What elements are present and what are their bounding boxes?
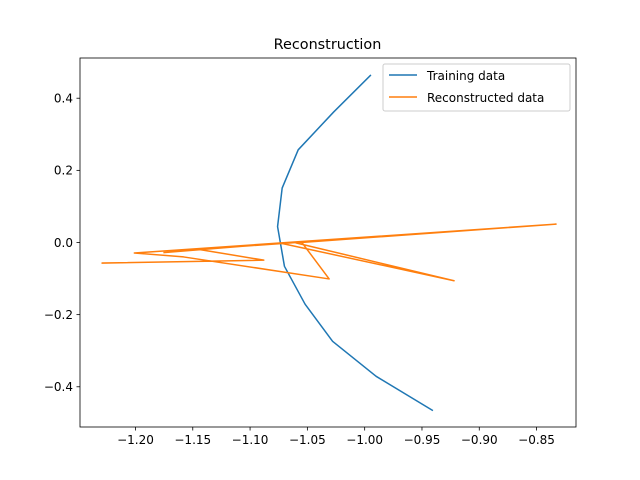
series-line-reconstructed-data	[101, 223, 557, 282]
x-tick-label: −1.20	[117, 433, 154, 447]
series-layer	[101, 74, 557, 412]
x-axis: −1.20 −1.15 −1.10 −1.05 −1.00 −0.95 −0.90 −0.85	[117, 427, 555, 447]
x-tick-label: −1.05	[289, 433, 326, 447]
y-axis: −0.4 −0.2 0.0 0.2 0.4	[44, 92, 80, 394]
legend-label-reconstructed: Reconstructed data	[427, 91, 544, 105]
y-tick-label: 0.2	[54, 164, 73, 178]
legend-frame	[382, 63, 571, 112]
y-tick-label: −0.4	[44, 380, 73, 394]
x-tick-label: −1.15	[174, 433, 211, 447]
y-tick-label: 0.4	[54, 92, 73, 106]
chart-title: Reconstruction	[274, 37, 382, 53]
x-tick-label: −1.10	[232, 433, 269, 447]
y-tick-label: −0.2	[44, 308, 73, 322]
y-tick-label: 0.0	[54, 236, 73, 250]
x-tick-label: −0.85	[518, 433, 555, 447]
legend-label-training: Training data	[426, 69, 505, 83]
x-tick-label: −1.00	[346, 433, 383, 447]
series-line-training-data	[276, 74, 434, 412]
plot-area	[80, 58, 576, 427]
legend: Training data Reconstructed data	[382, 63, 571, 112]
x-tick-label: −0.90	[461, 433, 498, 447]
x-tick-label: −0.95	[404, 433, 441, 447]
